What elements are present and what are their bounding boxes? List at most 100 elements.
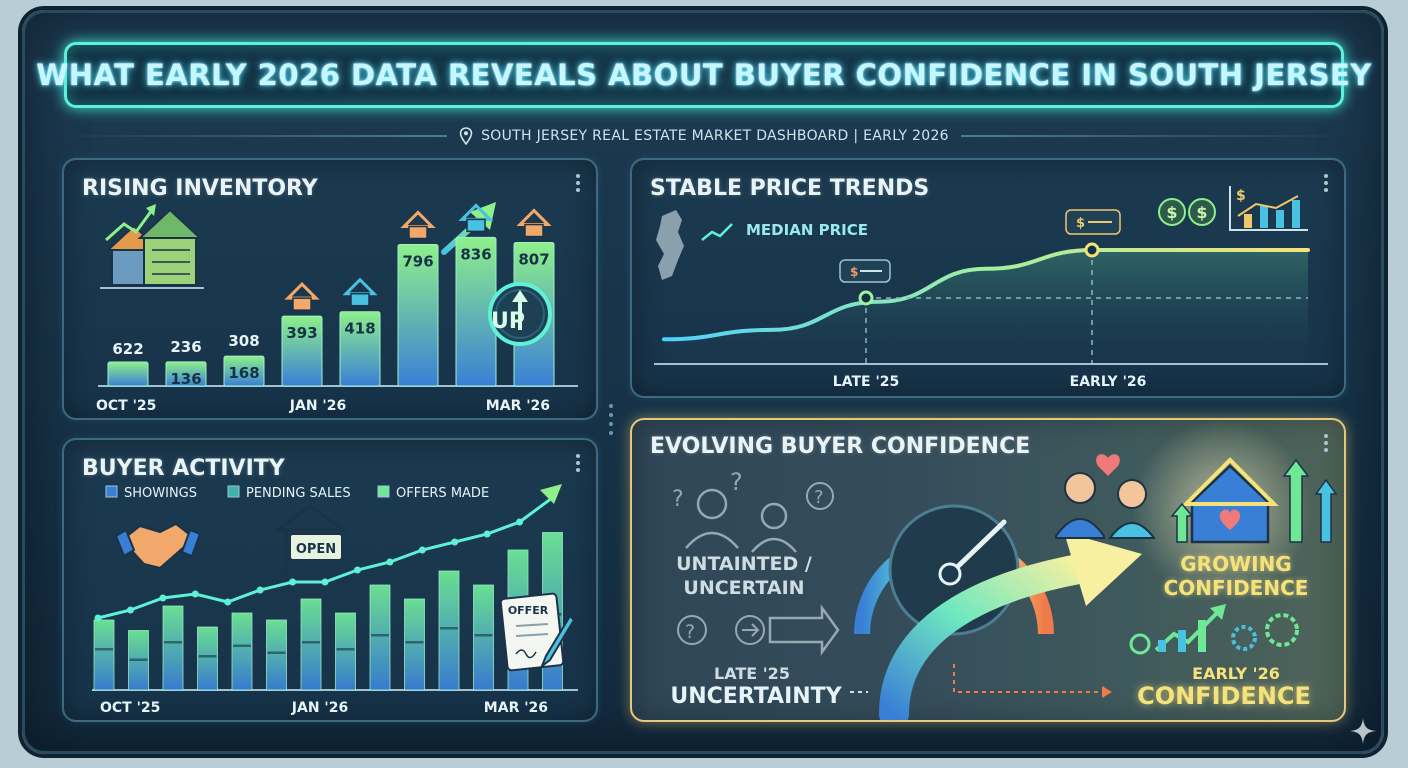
inventory-bar-3[interactable]	[223, 355, 265, 387]
activity-bar-12[interactable]	[473, 584, 494, 691]
state-growing-confidence: GROWING CONFIDENCE	[1156, 552, 1316, 600]
divider-right	[960, 135, 1348, 137]
trend-point-14[interactable]	[516, 518, 524, 526]
activity-bar-8[interactable]	[335, 612, 356, 691]
trend-point-8[interactable]	[321, 578, 329, 586]
activity-chart: SHOWINGS PENDING SALES OFFERS MADE OPEN	[92, 484, 578, 716]
activity-bar-divider-9	[371, 634, 389, 637]
house-icon	[400, 210, 436, 240]
activity-trend-points	[94, 518, 524, 622]
open-house-sign-icon	[273, 504, 349, 580]
activity-bar-7[interactable]	[300, 598, 322, 691]
house-icon	[100, 204, 204, 289]
median-price-line	[662, 247, 1310, 342]
offer-document-icon	[499, 592, 576, 672]
legend-trend-icon	[701, 223, 733, 241]
uncertain-people-icon: ? ? ? ?	[672, 468, 840, 656]
sparkle-icon	[1350, 718, 1376, 744]
early26-point[interactable]	[1084, 242, 1100, 258]
legend-swatch-offers	[377, 485, 390, 498]
legend-pending-sales: PENDING SALES	[246, 486, 351, 501]
svg-text:?: ?	[814, 487, 824, 508]
activity-bar-divider-4	[198, 655, 217, 658]
svg-text:?: ?	[685, 621, 695, 643]
up-arrow-icon	[488, 282, 552, 346]
inventory-value-label-8: 807	[518, 251, 549, 269]
activity-bar-divider-10	[405, 641, 424, 644]
open-sign-label: OPEN	[296, 542, 336, 557]
up-badge-label: UP	[491, 309, 525, 334]
trend-point-2[interactable]	[126, 606, 134, 614]
trend-point-12[interactable]	[451, 538, 459, 546]
activity-bar-1[interactable]	[93, 619, 115, 691]
more-vertical-icon[interactable]	[1324, 434, 1330, 455]
happy-couple-icon	[1055, 454, 1156, 539]
trend-point-3[interactable]	[159, 594, 167, 602]
more-vertical-icon[interactable]	[1324, 174, 1330, 195]
house-icon	[516, 208, 552, 238]
activity-bar-divider-2	[129, 658, 148, 661]
state-uncertain-text: UNTAINTED / UNCERTAIN	[676, 553, 812, 599]
confidence-illustration: ? ? ? ?	[672, 420, 1338, 720]
trend-point-6[interactable]	[256, 586, 264, 594]
callout-late25: $	[839, 259, 891, 283]
inventory-top-label-2: 236	[170, 338, 201, 356]
activity-bar-9[interactable]	[369, 584, 391, 691]
activity-bar-divider-1	[95, 648, 113, 651]
legend: SHOWINGS PENDING SALES OFFERS MADE	[105, 485, 489, 501]
activity-bar-divider-3	[164, 641, 182, 644]
dollar-symbol-3: $	[1236, 188, 1246, 204]
panel-title-confidence: EVOLVING BUYER CONFIDENCE	[650, 434, 1031, 459]
activity-bar-4[interactable]	[197, 626, 218, 691]
inventory-bar-1[interactable]	[107, 361, 149, 387]
inventory-value-label-7: 836	[460, 245, 491, 263]
house-icon	[342, 277, 378, 307]
word-uncertainty: UNCERTAINTY	[670, 684, 842, 709]
subtitle: SOUTH JERSEY REAL ESTATE MARKET DASHBOAR…	[459, 127, 949, 145]
state-growing-confidence-text: GROWING CONFIDENCE	[1163, 552, 1309, 600]
period-late25: LATE '25	[714, 664, 790, 683]
svg-text:?: ?	[672, 487, 684, 512]
trend-point-1[interactable]	[94, 614, 102, 622]
trend-point-4[interactable]	[191, 590, 199, 598]
trend-point-11[interactable]	[418, 546, 426, 554]
period-early26: EARLY '26	[1192, 664, 1280, 683]
activity-bar-3[interactable]	[162, 605, 184, 691]
activity-bar-divider-5	[233, 644, 251, 647]
activity-bar-divider-11	[440, 627, 458, 630]
price-chart: MEDIAN PRICE $ $ $ $ $	[654, 186, 1328, 390]
state-uncertain: UNTAINTED / UNCERTAIN	[654, 552, 834, 600]
trend-point-9[interactable]	[353, 566, 361, 574]
inventory-value-label-4: 393	[286, 324, 317, 342]
inventory-bar-2[interactable]	[165, 361, 207, 387]
inventory-bars: 622 136 236 168 308 393 418 796 836 807	[107, 203, 555, 388]
more-vertical-icon[interactable]	[576, 454, 582, 475]
panel-title-price: STABLE PRICE TRENDS	[650, 176, 930, 201]
activity-bar-5[interactable]	[231, 612, 253, 691]
legend-swatch-pending	[227, 485, 240, 498]
late25-point[interactable]	[858, 290, 874, 306]
trend-point-5[interactable]	[224, 598, 232, 606]
activity-bar-11[interactable]	[438, 570, 460, 691]
activity-bar-divider-6	[267, 651, 286, 654]
panel-rising-inventory: RISING INVENTORY	[62, 158, 598, 420]
activity-bar-divider-12	[474, 634, 493, 637]
legend-swatch-showings	[105, 485, 118, 498]
trend-point-10[interactable]	[386, 558, 394, 566]
x-tick-mar26: MAR '26	[484, 700, 548, 716]
svg-text:?: ?	[730, 468, 743, 496]
connector-arrowhead	[1102, 686, 1112, 698]
activity-bar-6[interactable]	[266, 619, 287, 691]
inventory-bar-6[interactable]	[397, 243, 439, 387]
activity-bar-10[interactable]	[404, 598, 425, 691]
inventory-value-label-5: 418	[344, 320, 375, 338]
more-vertical-icon[interactable]	[576, 174, 582, 195]
inventory-bar-4[interactable]	[281, 315, 323, 387]
trend-point-13[interactable]	[483, 530, 491, 538]
subtitle-row: SOUTH JERSEY REAL ESTATE MARKET DASHBOAR…	[60, 124, 1348, 148]
inventory-bar-5[interactable]	[339, 311, 381, 387]
legend-median-price: MEDIAN PRICE	[746, 221, 868, 239]
x-tick-jan26: JAN '26	[289, 398, 346, 414]
trend-point-7[interactable]	[289, 578, 297, 586]
growth-gears-icon	[1129, 604, 1299, 655]
